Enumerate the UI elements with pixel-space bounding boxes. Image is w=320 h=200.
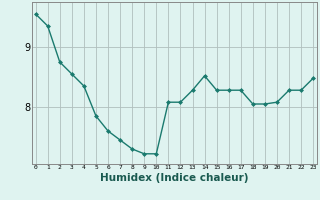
X-axis label: Humidex (Indice chaleur): Humidex (Indice chaleur): [100, 173, 249, 183]
